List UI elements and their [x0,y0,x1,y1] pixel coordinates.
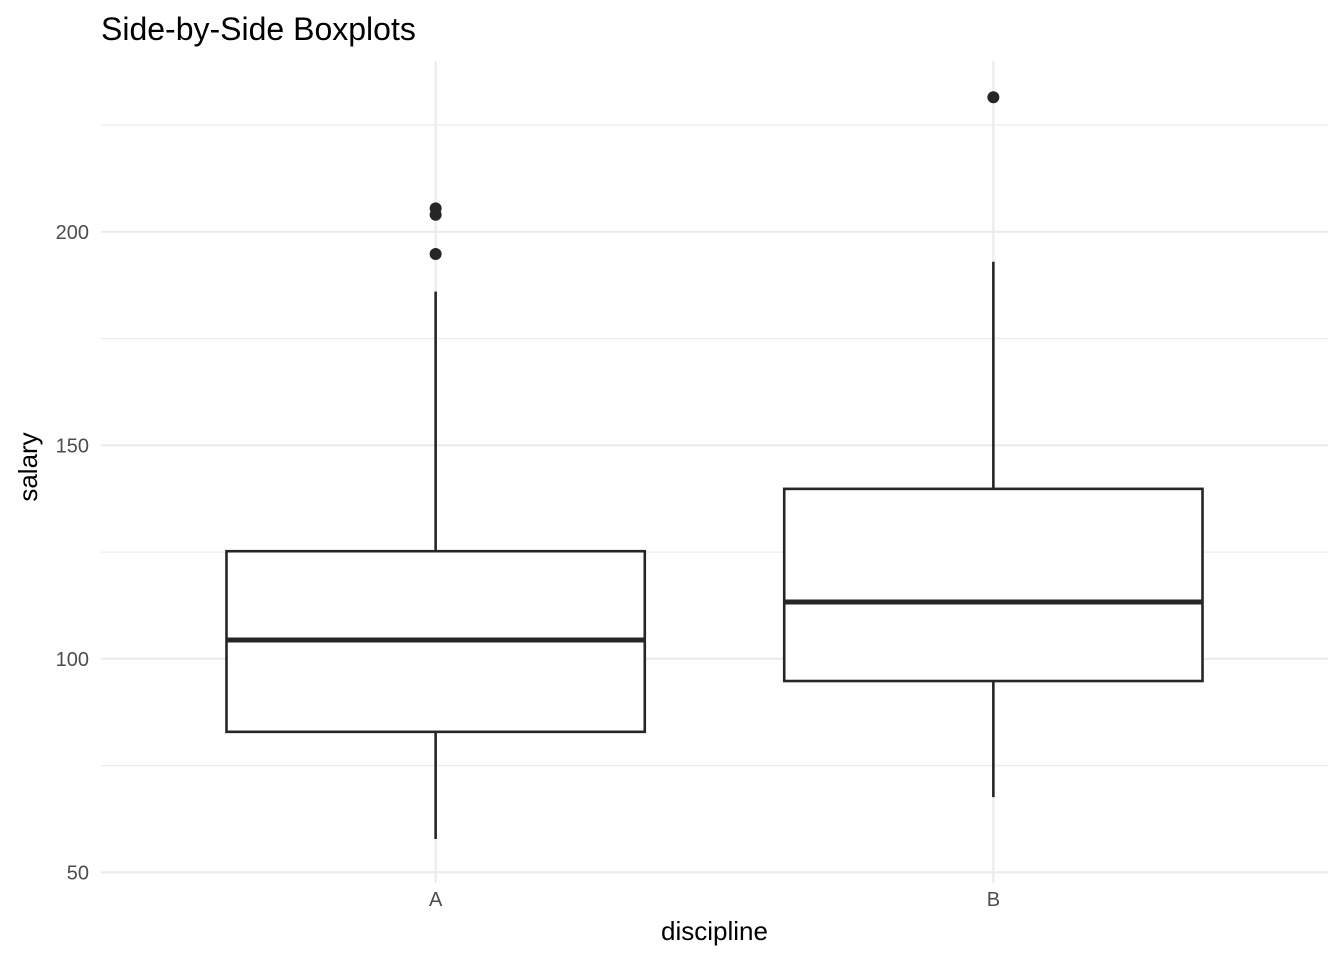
y-tick-label: 200 [56,222,89,244]
grid-layer [101,61,1328,883]
y-tick-label: 150 [56,435,89,457]
box-A [225,202,647,840]
outlier-point [429,248,442,261]
iqr-box [782,487,1204,683]
label-layer: 50 100 150 200 A B [56,222,1000,911]
x-tick-label: A [429,889,443,911]
x-axis-title: discipline [661,916,768,946]
outlier-point [987,91,1000,104]
y-axis-title: salary [13,432,43,501]
chart-title: Side-by-Side Boxplots [101,11,416,47]
y-tick-label: 50 [67,862,89,884]
box-B [782,91,1204,798]
y-tick-label: 100 [56,649,89,671]
outlier-point [429,208,442,221]
box-layer [225,91,1204,840]
x-tick-label: B [987,889,1000,911]
